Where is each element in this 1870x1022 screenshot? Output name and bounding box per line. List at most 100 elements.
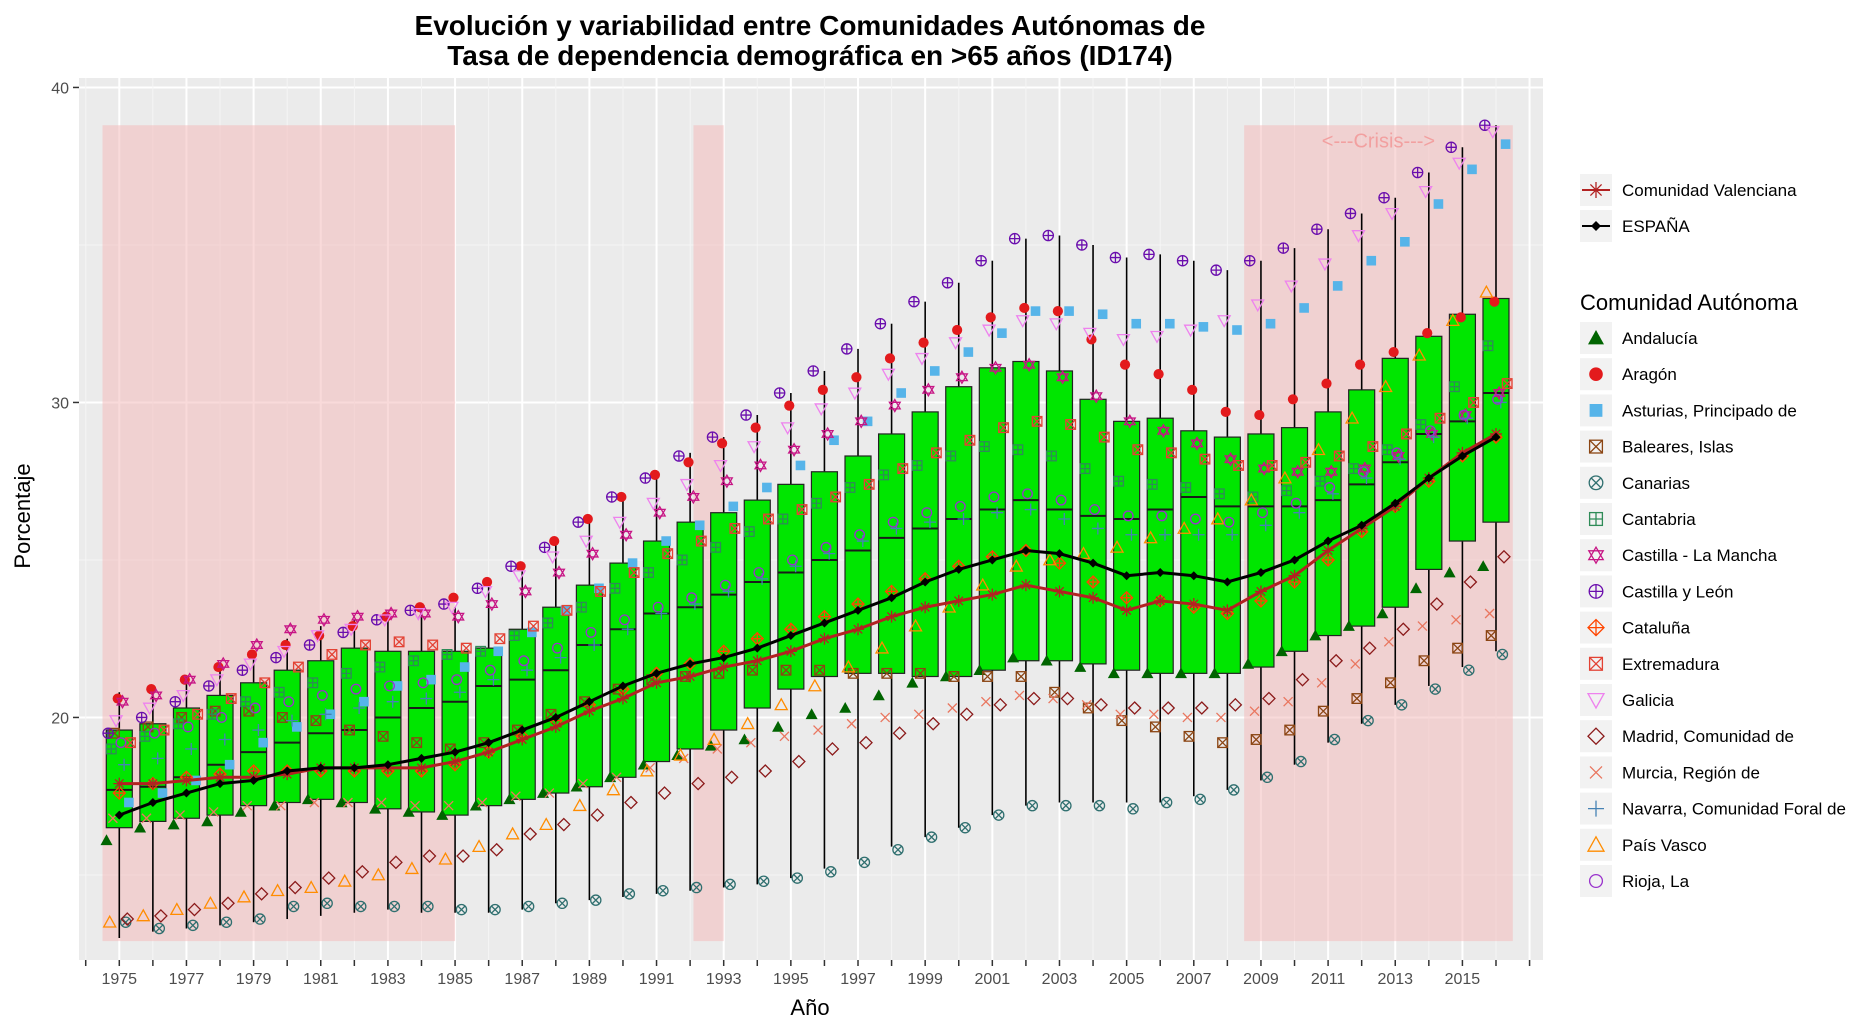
data-point <box>1485 630 1497 642</box>
data-point <box>167 818 180 830</box>
box <box>172 707 201 819</box>
legend-label: Rioja, La <box>1622 872 1690 891</box>
data-point <box>1351 693 1363 705</box>
data-point <box>453 686 466 699</box>
data-point <box>1390 498 1400 508</box>
data-point <box>1357 466 1369 478</box>
data-point <box>1384 207 1400 221</box>
data-point <box>288 880 303 895</box>
data-point <box>926 716 941 731</box>
data-point <box>214 771 227 784</box>
data-point <box>1497 549 1511 564</box>
data-point <box>1422 328 1433 339</box>
data-point <box>1324 464 1338 480</box>
data-point <box>249 775 259 785</box>
data-point <box>590 808 605 823</box>
data-point <box>982 671 993 682</box>
data-point <box>637 758 650 770</box>
data-point <box>135 711 148 724</box>
legend-symbol <box>1587 545 1605 565</box>
legend-symbol <box>1588 800 1604 817</box>
data-point <box>813 725 823 736</box>
legend-key-bg <box>1580 865 1612 897</box>
legend-label: Baleares, Islas <box>1622 438 1734 457</box>
data-point <box>169 695 181 708</box>
data-point <box>627 558 638 568</box>
data-point <box>1281 485 1292 497</box>
data-point <box>710 541 722 553</box>
data-point <box>719 579 731 591</box>
data-point <box>100 834 113 846</box>
data-point <box>1491 432 1501 442</box>
data-point <box>756 572 769 585</box>
data-point <box>349 763 359 773</box>
y-tick-label: 30 <box>51 395 69 412</box>
data-point <box>691 776 706 791</box>
data-point <box>206 708 218 720</box>
legend-label: Murcia, Región de <box>1622 763 1760 782</box>
data-point <box>906 676 919 688</box>
data-point <box>795 460 806 471</box>
data-point <box>108 715 124 728</box>
data-point <box>1115 709 1126 720</box>
data-point <box>1299 303 1309 313</box>
data-point <box>753 458 768 473</box>
data-point <box>1243 254 1256 267</box>
data-point <box>208 806 219 817</box>
data-point <box>991 506 1004 519</box>
data-point <box>619 614 631 626</box>
data-point <box>814 403 829 417</box>
data-point <box>1223 516 1235 528</box>
x-tick-label: 1985 <box>437 971 473 988</box>
data-point <box>1295 755 1307 768</box>
legend-label: Galicia <box>1622 691 1675 710</box>
data-point <box>847 387 862 401</box>
data-point <box>494 633 506 645</box>
data-point <box>1492 393 1504 405</box>
data-point <box>859 735 873 750</box>
box <box>777 483 805 690</box>
data-point <box>1309 629 1322 641</box>
data-point <box>1082 327 1097 341</box>
data-point <box>606 491 618 503</box>
data-point <box>1116 333 1131 347</box>
data-point <box>511 570 527 584</box>
box <box>1079 398 1107 665</box>
data-point <box>590 894 602 906</box>
data-point <box>552 565 566 580</box>
data-point <box>1088 558 1098 568</box>
data-point <box>1479 284 1494 298</box>
data-point <box>585 626 597 638</box>
legend: Comunidad Valenciana ESPAÑA Comunidad Autó… <box>1580 174 1846 897</box>
data-point <box>1155 568 1165 578</box>
data-point <box>1317 258 1333 272</box>
data-point <box>181 788 191 798</box>
data-point <box>1119 359 1131 370</box>
data-point <box>676 554 688 566</box>
data-point <box>1180 482 1192 493</box>
data-point <box>975 577 990 591</box>
data-point <box>686 592 698 604</box>
data-point <box>791 754 806 769</box>
data-point <box>750 422 761 433</box>
data-point <box>784 645 797 658</box>
data-point <box>340 667 352 679</box>
x-tick-label: 2007 <box>1176 971 1212 988</box>
box <box>1045 370 1074 662</box>
box <box>475 647 503 807</box>
data-point <box>175 810 186 821</box>
legend-title: Comunidad Autónoma <box>1580 290 1798 315</box>
data-point <box>846 718 857 729</box>
data-point <box>704 739 717 751</box>
data-point <box>176 689 191 703</box>
x-tick-label: 1995 <box>773 971 809 988</box>
data-point <box>649 469 661 480</box>
x-tick-label: 2015 <box>1445 971 1481 988</box>
data-point <box>148 798 158 807</box>
data-point <box>582 513 593 525</box>
data-point <box>393 636 405 648</box>
data-point <box>489 842 504 857</box>
box <box>1415 335 1443 570</box>
data-point <box>1160 796 1173 809</box>
data-point <box>335 796 348 808</box>
